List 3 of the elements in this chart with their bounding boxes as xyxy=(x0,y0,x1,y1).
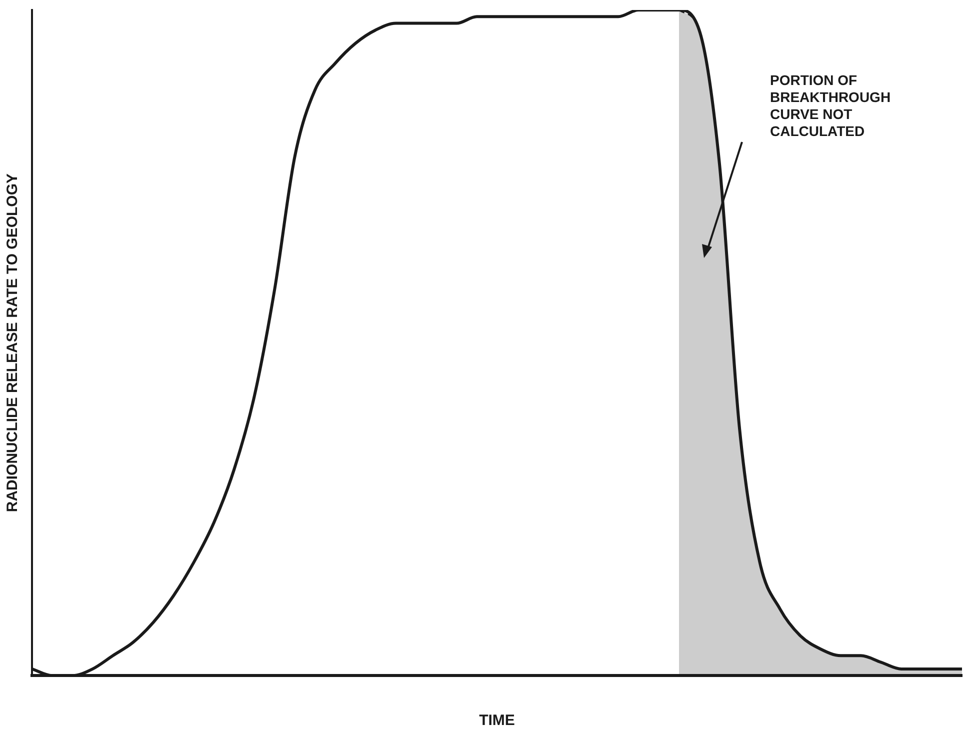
x-axis-title: TIME xyxy=(479,712,515,730)
annotation: PORTION OF BREAKTHROUGH CURVE NOT CALCULATED xyxy=(770,72,891,140)
y-axis-title: RADIONUCLIDE RELEASE RATE TO GEOLOGY xyxy=(4,173,22,512)
